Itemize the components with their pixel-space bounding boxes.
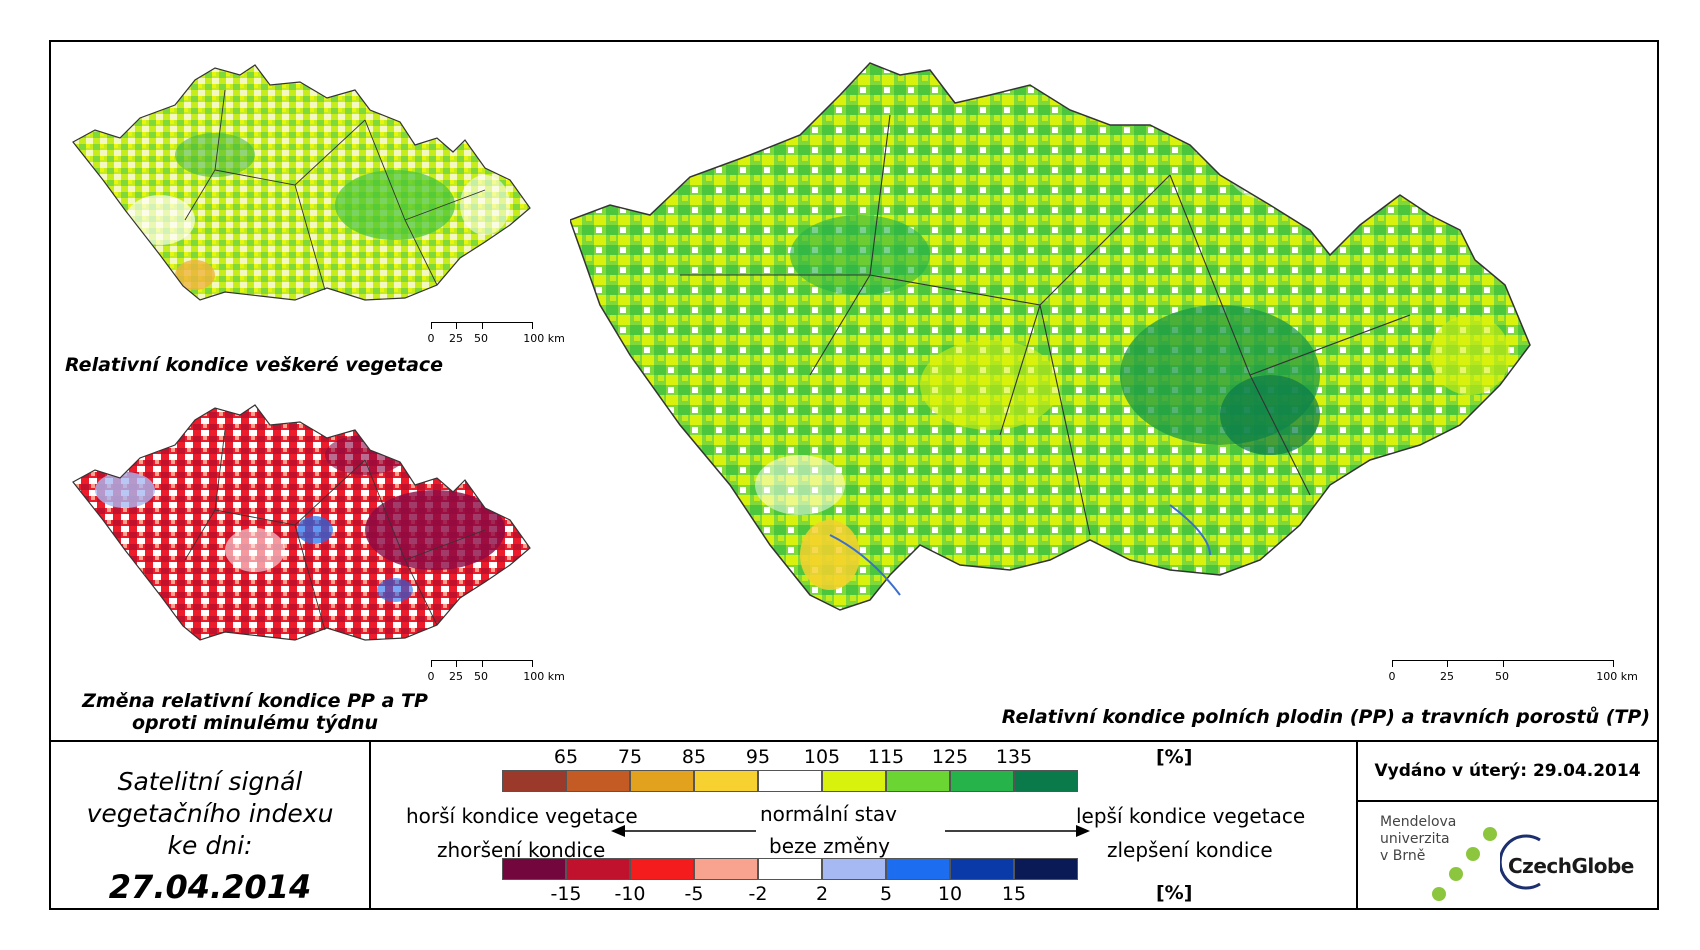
legend-bottom-tick: 10 [937, 883, 963, 905]
divider-left [369, 740, 371, 910]
legend-top-tick: 85 [681, 746, 707, 768]
czechglobe-arc-icon [1500, 834, 1541, 890]
legend-top-tick: 105 [803, 746, 841, 768]
arrow-left-icon [611, 825, 625, 837]
arrow-right-icon [1076, 825, 1090, 837]
legend-top-swatch [502, 770, 566, 792]
map-overall-vegetation [65, 60, 565, 330]
caption-overall: Relativní kondice veškeré vegetace [65, 354, 444, 376]
legend-no-change: beze změny [769, 834, 890, 858]
czechglobe-logo: CzechGlobe [1508, 854, 1634, 878]
legend-top-swatch [630, 770, 694, 792]
issued-date: Vydáno v úterý: 29.04.2014 [1374, 761, 1641, 781]
legend-normal: normální stav [760, 802, 898, 826]
legend-bottom-tick: -10 [614, 883, 646, 905]
legend-bottom-tick: 15 [1001, 883, 1027, 905]
legend-separator [49, 740, 1659, 742]
scalebar-label: 25 [449, 332, 463, 345]
legend-top-swatch [822, 770, 886, 792]
legend-bottom-tick: -5 [684, 883, 704, 905]
signal-date: 27.04.2014 [108, 868, 312, 906]
divider-issued [1356, 800, 1659, 802]
scalebar-label: 100 km [1596, 670, 1638, 683]
scalebar-label: 50 [474, 670, 488, 683]
legend-improvement: zlepšení kondice [1107, 838, 1273, 862]
signal-date-block: Satelitní signál vegetačního indexu ke d… [51, 742, 369, 908]
legend-top-tick: 95 [745, 746, 771, 768]
mendel-line3: v Brně [1380, 848, 1426, 864]
legend-top-swatch [694, 770, 758, 792]
legend-bottom-unit: [%] [1156, 882, 1193, 904]
legend-top-swatch [886, 770, 950, 792]
caption-change: Změna relativní kondice PP a TP oproti m… [65, 690, 445, 734]
legend-top-tick: 115 [867, 746, 905, 768]
legend-bottom-swatch [950, 858, 1014, 880]
scalebar-label: 0 [1388, 670, 1396, 683]
legend-top-tick: 125 [931, 746, 969, 768]
scalebar-label: 25 [449, 670, 463, 683]
legend-bottom-tick: 2 [815, 883, 829, 905]
caption-main: Relativní kondice polních plodin (PP) a … [1001, 706, 1650, 728]
legend-top-tick: 65 [553, 746, 579, 768]
logos: Mendelova univerzita v Brně CzechGlobe [1358, 802, 1657, 908]
scalebar-label: 25 [1440, 670, 1454, 683]
signal-line1: Satelitní signál [117, 767, 303, 796]
legend: 65 75 85 95 105 115 125 135 [%] horší kondice v… [371, 742, 1356, 908]
legend-bottom-swatch [886, 858, 950, 880]
map-main-crops-grassland [570, 55, 1650, 685]
legend-top-swatch [1014, 770, 1078, 792]
legend-bottom-swatch [758, 858, 822, 880]
legend-top-swatch [950, 770, 1014, 792]
legend-bottom-swatch [502, 858, 566, 880]
map-weekly-change [65, 400, 565, 670]
scalebar-label: 0 [427, 670, 435, 683]
scalebar-label: 50 [1495, 670, 1509, 683]
legend-top-tick: 135 [995, 746, 1033, 768]
mendel-line1: Mendelova [1380, 814, 1457, 830]
legend-bottom-swatch [694, 858, 758, 880]
legend-better-condition: lepší kondice vegetace [1076, 804, 1306, 828]
figure-frame [49, 40, 1659, 910]
legend-bottom-tick: -2 [748, 883, 768, 905]
legend-top-swatch [566, 770, 630, 792]
scalebar-label: 0 [427, 332, 435, 345]
scalebar-label: 50 [474, 332, 488, 345]
legend-bottom-swatch [566, 858, 630, 880]
legend-bottom-swatch [822, 858, 886, 880]
legend-worse-condition: horší kondice vegetace [406, 804, 638, 828]
legend-arrows [611, 825, 1090, 837]
scalebar-label: 100 km [523, 332, 565, 345]
divider-right [1356, 740, 1358, 910]
legend-top-tick: 75 [617, 746, 643, 768]
legend-bottom-swatch [630, 858, 694, 880]
caption-change-line2: oproti minulému týdnu [131, 712, 379, 734]
legend-top-swatch [758, 770, 822, 792]
mendel-university-logo: Mendelova univerzita v Brně [1380, 814, 1456, 865]
mendel-line2: univerzita [1380, 831, 1450, 847]
legend-bottom-swatch [1014, 858, 1078, 880]
caption-change-line1: Změna relativní kondice PP a TP [82, 690, 428, 712]
mendel-dots-icon [1432, 827, 1497, 901]
legend-bottom-tick: -15 [550, 883, 582, 905]
signal-line2: vegetačního indexu [86, 799, 334, 828]
legend-top-unit: [%] [1156, 746, 1193, 768]
legend-bottom-tick: 5 [879, 883, 893, 905]
scalebar-label: 100 km [523, 670, 565, 683]
signal-line3: ke dni: [167, 831, 253, 860]
